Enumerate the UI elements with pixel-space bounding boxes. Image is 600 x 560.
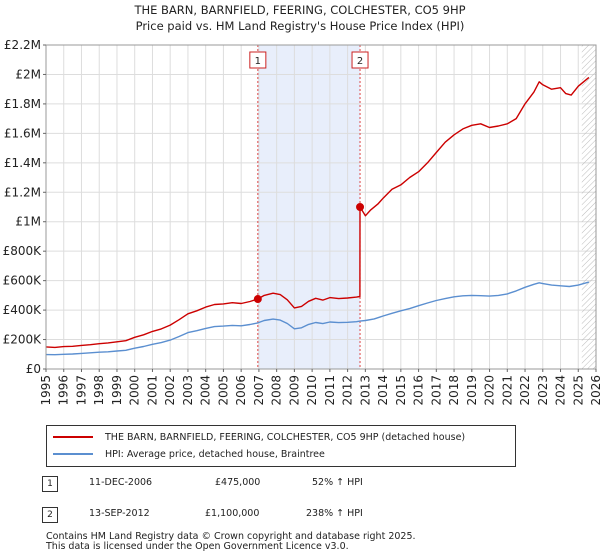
legend-hpi-swatch [53, 453, 93, 455]
y-tick-label: £800K [3, 244, 43, 258]
legend-property-swatch [53, 436, 93, 438]
forecast-hatch [581, 45, 596, 369]
y-tick-label: £200K [3, 333, 43, 347]
footer-licence: This data is licensed under the Open Gov… [46, 541, 349, 552]
x-tick-label: 1996 [57, 375, 71, 406]
x-tick-label: 2018 [447, 375, 461, 406]
x-tick-label: 2000 [128, 375, 142, 406]
x-tick-label: 2020 [483, 375, 497, 406]
transaction-hpi-change: 52% ↑ HPI [312, 477, 363, 488]
y-tick-label: £1.8M [4, 97, 41, 111]
legend: THE BARN, BARNFIELD, FEERING, COLCHESTER… [46, 425, 516, 467]
x-tick-label: 1997 [74, 375, 88, 406]
transaction-marker [356, 203, 365, 211]
price-chart: £0 £200K £400K £600K £800K £1M £1.2M £1.4M £1.6M… [3, 38, 600, 406]
chart-title: THE BARN, BARNFIELD, FEERING, COLCHESTER… [134, 3, 466, 17]
x-tick-label: 2011 [323, 375, 337, 406]
x-tick-label: 2016 [412, 375, 426, 406]
transaction-price: £475,000 [215, 477, 261, 488]
y-tick-label: £600K [3, 274, 43, 288]
plot-frame [45, 44, 597, 370]
x-tick-label: 2024 [554, 375, 568, 406]
x-tick-label: 2008 [270, 375, 284, 406]
x-tick-label: 2026 [589, 375, 600, 406]
x-tick-label: 1995 [39, 375, 53, 406]
x-tick-label: 2015 [394, 375, 408, 406]
x-tick-label: 2006 [234, 375, 248, 406]
y-tick-label: £400K [3, 303, 43, 317]
marker-label: 1 [255, 56, 261, 67]
y-tick-label: £1.6M [4, 126, 41, 140]
x-tick-label: 2004 [199, 375, 213, 406]
transaction-number-badge: 2 [42, 507, 58, 523]
x-tick-label: 2012 [341, 375, 355, 406]
x-tick-label: 2001 [145, 375, 159, 406]
y-tick-label: £2.2M [4, 38, 41, 52]
x-tick-label: 2013 [358, 375, 372, 406]
transaction-marker [253, 295, 262, 304]
transaction-hpi-change: 238% ↑ HPI [306, 508, 363, 519]
chart-subtitle: Price paid vs. HM Land Registry's House … [135, 19, 465, 33]
transaction-price: £1,100,000 [205, 508, 260, 519]
legend-item-property: THE BARN, BARNFIELD, FEERING, COLCHESTER… [53, 429, 465, 445]
hpi-line [45, 281, 590, 356]
y-tick-label: £0 [26, 362, 41, 376]
property-price-line [45, 76, 590, 349]
x-tick-label: 2002 [163, 375, 177, 406]
x-tick-label: 2017 [429, 375, 443, 406]
ownership-period-shade [257, 45, 361, 369]
legend-item-hpi: HPI: Average price, detached house, Brai… [53, 446, 325, 462]
marker-label-box [249, 51, 267, 69]
x-tick-label: 2009 [287, 375, 301, 406]
marker-label-box [351, 51, 369, 69]
x-tick-label: 2022 [518, 375, 532, 406]
y-tick-label: £2M [15, 67, 41, 81]
transaction-number-badge: 1 [42, 476, 58, 492]
y-tick-label: £1.2M [4, 185, 41, 199]
x-tick-label: 2021 [500, 375, 514, 406]
marker-label: 2 [357, 56, 363, 67]
x-tick-label: 2005 [216, 375, 230, 406]
x-tick-label: 2007 [252, 375, 266, 406]
x-tick-label: 2019 [465, 375, 479, 406]
x-tick-label: 1999 [110, 375, 124, 406]
legend-hpi-label: HPI: Average price, detached house, Brai… [105, 448, 325, 460]
transaction-date: 13-SEP-2012 [89, 508, 150, 519]
y-tick-label: £1M [15, 215, 41, 229]
x-tick-label: 2025 [571, 375, 585, 406]
y-tick-label: £1.4M [4, 156, 41, 170]
legend-property-label: THE BARN, BARNFIELD, FEERING, COLCHESTER… [105, 431, 466, 443]
x-tick-label: 2010 [305, 375, 319, 406]
x-tick-label: 2023 [536, 375, 550, 406]
x-tick-label: 2003 [181, 375, 195, 406]
footer-attribution: Contains HM Land Registry data © Crown c… [46, 532, 416, 552]
x-tick-label: 2014 [376, 375, 390, 406]
transaction-row: 2 13-SEP-2012 £1,100,000 238% ↑ HPI [42, 507, 562, 525]
x-tick-label: 1998 [92, 375, 106, 406]
transaction-row: 1 11-DEC-2006 £475,000 52% ↑ HPI [42, 476, 562, 494]
transaction-date: 11-DEC-2006 [89, 477, 153, 488]
footer-copyright: Contains HM Land Registry data © Crown c… [46, 531, 416, 542]
